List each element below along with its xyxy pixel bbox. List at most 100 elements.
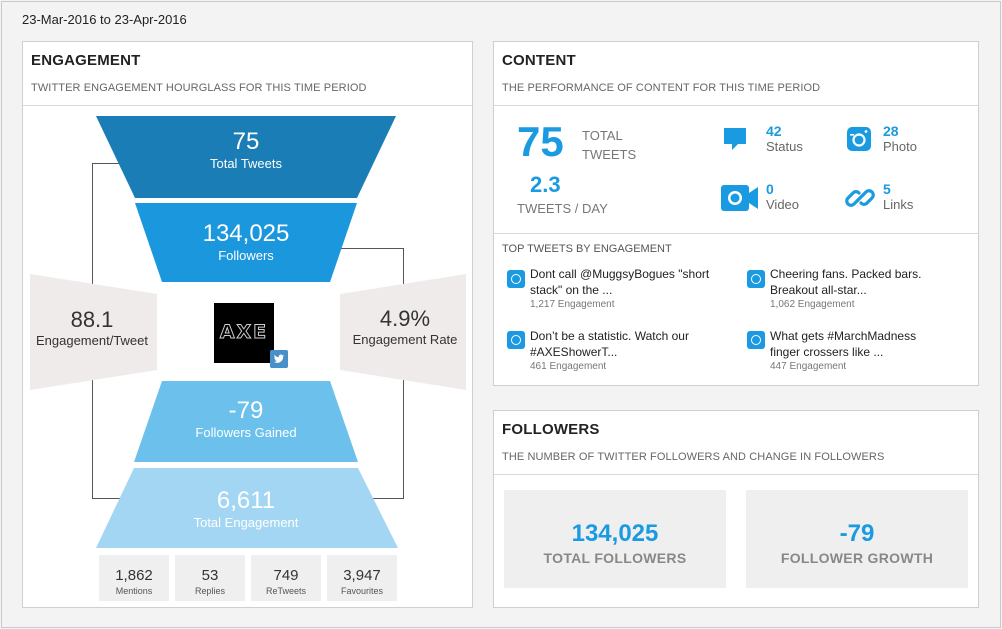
top-tweet-1-engagement: 1,217 Engagement <box>530 299 615 310</box>
engagement-title: ENGAGEMENT <box>31 52 141 69</box>
total-tweets-block[interactable]: 75 Total Tweets <box>135 128 357 171</box>
instagram-icon <box>747 270 765 288</box>
metric-label: ReTweets <box>265 586 307 596</box>
hourglass-connector-bottom-left <box>92 498 122 499</box>
hourglass-connector-top-right <box>330 248 404 249</box>
top-tweet-2-engagement: 1,062 Engagement <box>770 299 855 310</box>
top-tweet-4-engagement: 447 Engagement <box>770 361 847 372</box>
engagement-rate-block[interactable]: 4.9% Engagement Rate <box>343 306 467 347</box>
links-label: Links <box>883 197 914 212</box>
brand-logo: AXE <box>214 303 274 363</box>
metric-label: Mentions <box>115 586 153 596</box>
total-tweets-value: 75 <box>232 128 260 155</box>
followers-value: 134,025 <box>202 220 290 247</box>
total-tweets-trapezoid <box>96 116 396 198</box>
tweets-per-day-value: 2.3 <box>530 172 561 197</box>
total-engagement-block[interactable]: 6,611 Total Engagement <box>134 487 358 530</box>
follower-growth-card[interactable]: -79 FOLLOWER GROWTH <box>746 490 968 588</box>
total-tweets-label: Total Tweets <box>209 156 283 171</box>
followers-gained-block[interactable]: -79 Followers Gained <box>134 397 358 440</box>
top-tweet-4-line2: finger crossers like ... <box>770 345 884 359</box>
brand-logo-text: AXE <box>219 321 269 344</box>
top-tweet-3[interactable]: Don’t be a statistic. Watch our #AXEShow… <box>530 328 730 360</box>
instagram-icon <box>507 270 525 288</box>
metric-retweets[interactable]: 749 ReTweets <box>251 555 321 601</box>
links-count: 5 <box>883 181 891 197</box>
followers-trapezoid <box>135 203 357 282</box>
hourglass-connector-bottom-right <box>372 498 404 499</box>
engagement-rate-label: Engagement Rate <box>352 332 458 347</box>
status-bubble-icon <box>724 128 746 150</box>
metric-favourites[interactable]: 3,947 Favourites <box>327 555 397 601</box>
total-engagement-value: 6,611 <box>216 487 276 514</box>
top-tweets-heading: TOP TWEETS BY ENGAGEMENT <box>502 243 672 255</box>
divider <box>23 105 472 106</box>
total-tweets-label-1: TOTAL <box>582 128 623 143</box>
photo-label: Photo <box>883 139 917 154</box>
engagement-rate-value: 4.9% <box>379 306 431 331</box>
total-engagement-trapezoid <box>96 468 398 548</box>
engagement-rate-shape <box>340 274 466 390</box>
top-tweet-4-line1: What gets #MarchMadness <box>770 329 917 343</box>
divider <box>494 233 978 234</box>
metric-value: 3,947 <box>343 567 381 584</box>
followers-gained-value: -79 <box>228 397 264 424</box>
divider <box>494 474 978 475</box>
followers-title: FOLLOWERS <box>502 421 600 438</box>
follower-growth-value: -79 <box>839 520 875 547</box>
date-range[interactable]: 23-Mar-2016 to 23-Apr-2016 <box>22 12 187 27</box>
instagram-icon <box>747 331 765 349</box>
followers-label: Followers <box>218 248 274 263</box>
metric-replies[interactable]: 53 Replies <box>175 555 245 601</box>
video-label: Video <box>766 197 800 212</box>
followers-subtitle: THE NUMBER OF TWITTER FOLLOWERS AND CHAN… <box>502 451 885 463</box>
instagram-icon <box>507 331 525 349</box>
video-count: 0 <box>766 181 774 197</box>
link-icon <box>845 189 875 207</box>
followers-gained-trapezoid <box>134 381 358 462</box>
divider <box>494 105 978 106</box>
photo-icon <box>847 127 871 151</box>
top-tweet-1-line2: stack" on the ... <box>530 283 613 297</box>
top-tweet-2-line1: Cheering fans. Packed bars. <box>770 267 922 281</box>
metric-value: 53 <box>201 567 219 584</box>
top-tweet-3-line2: #AXEShowerT... <box>530 345 618 359</box>
video-icon <box>721 185 758 211</box>
content-panel: CONTENT THE PERFORMANCE OF CONTENT FOR T… <box>493 41 979 386</box>
followers-block[interactable]: 134,025 Followers <box>135 220 357 263</box>
top-tweet-1-line1: Dont call @MuggsyBogues "short <box>530 267 710 281</box>
followers-gained-label: Followers Gained <box>195 425 297 440</box>
total-followers-label: TOTAL FOLLOWERS <box>543 550 687 566</box>
total-engagement-label: Total Engagement <box>193 515 299 530</box>
top-tweet-2[interactable]: Cheering fans. Packed bars. Breakout all… <box>770 266 970 298</box>
total-tweets-big-value: 75 <box>517 118 564 165</box>
top-tweet-3-engagement: 461 Engagement <box>530 361 607 372</box>
hourglass-connector-top-left <box>92 163 122 164</box>
tweets-per-day-label: TWEETS / DAY <box>517 201 608 216</box>
twitter-badge-icon <box>270 350 288 368</box>
engagement-per-tweet-shape <box>30 274 157 390</box>
metric-label: Favourites <box>340 586 384 596</box>
top-tweet-1[interactable]: Dont call @MuggsyBogues "short stack" on… <box>530 266 730 298</box>
engagement-per-tweet-value: 88.1 <box>70 307 114 332</box>
top-tweet-4[interactable]: What gets #MarchMadness finger crossers … <box>770 328 970 360</box>
content-subtitle: THE PERFORMANCE OF CONTENT FOR THIS TIME… <box>502 82 821 94</box>
metric-value: 749 <box>273 567 299 584</box>
status-count: 42 <box>766 123 782 139</box>
engagement-per-tweet-block[interactable]: 88.1 Engagement/Tweet <box>30 307 154 348</box>
total-followers-card[interactable]: 134,025 TOTAL FOLLOWERS <box>504 490 726 588</box>
top-tweet-3-line1: Don’t be a statistic. Watch our <box>530 329 689 343</box>
metric-mentions[interactable]: 1,862 Mentions <box>99 555 169 601</box>
total-followers-value: 134,025 <box>571 520 659 547</box>
engagement-subtitle: TWITTER ENGAGEMENT HOURGLASS FOR THIS TI… <box>31 82 367 94</box>
status-label: Status <box>766 139 803 154</box>
photo-count: 28 <box>883 123 899 139</box>
total-tweets-label-2: TWEETS <box>582 147 637 162</box>
content-title: CONTENT <box>502 52 576 69</box>
metric-label: Replies <box>194 586 225 596</box>
follower-growth-label: FOLLOWER GROWTH <box>780 550 934 566</box>
metric-value: 1,862 <box>115 567 153 584</box>
top-tweet-2-line2: Breakout all-star... <box>770 283 867 297</box>
engagement-per-tweet-label: Engagement/Tweet <box>35 333 149 348</box>
